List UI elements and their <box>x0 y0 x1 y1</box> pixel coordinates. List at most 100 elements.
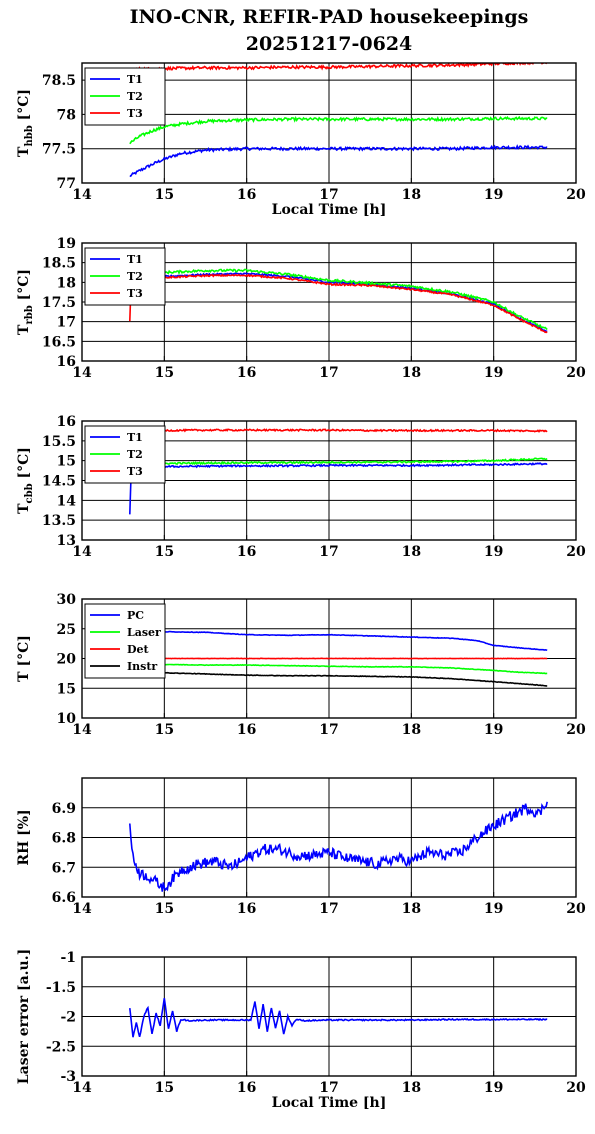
series-line-data <box>129 801 548 892</box>
y-tick-label: 14 <box>57 493 77 509</box>
y-tick-label: 6.8 <box>52 831 76 847</box>
series-line-t3 <box>130 428 548 433</box>
x-tick-label: 18 <box>402 187 421 203</box>
series-line-data <box>129 997 548 1038</box>
y-tick-label: 15.5 <box>42 434 76 450</box>
y-tick-label: 78.5 <box>42 73 76 89</box>
y-tick-label: -3 <box>60 1069 76 1085</box>
x-tick-label: 18 <box>402 722 421 738</box>
legend-label-t2: T2 <box>127 270 143 283</box>
series-line-t1 <box>131 272 548 333</box>
x-tick-label: 20 <box>566 722 586 738</box>
series-line-pc <box>131 630 548 651</box>
legend: T1 T2 T3 <box>84 247 166 306</box>
y-tick-label: 13.5 <box>42 513 76 529</box>
y-tick-label: 78 <box>57 107 76 123</box>
x-axis-label: Local Time [h] <box>272 1095 387 1111</box>
y-tick-label: 18.5 <box>42 256 76 272</box>
legend-label-t1: T1 <box>127 253 143 266</box>
y-tick-label: 15 <box>57 454 76 470</box>
legend-label-instr: Instr <box>127 660 157 673</box>
chart-panel-4: 14 15 16 17 18 19 20 10 15 20 25 30 T [°C] PC Laser Det… <box>16 592 586 738</box>
x-tick-label: 15 <box>155 901 174 917</box>
x-tick-label: 20 <box>566 544 586 560</box>
chart-panel-2: 14 15 16 17 18 19 20 16 16.5 17 17.5 18 18.5 19 Trbb [… <box>16 236 586 381</box>
x-tick-label: 18 <box>402 544 421 560</box>
x-tick-label: 15 <box>155 722 174 738</box>
x-tick-label: 20 <box>566 1080 586 1096</box>
legend-label-t1: T1 <box>127 431 143 444</box>
y-tick-label: 13 <box>57 533 76 549</box>
x-tick-label: 17 <box>319 544 338 560</box>
series-line-t2 <box>131 457 548 466</box>
y-axis-label: Thbb [°C] <box>16 89 35 157</box>
chart-panel-3: 14 15 16 17 18 19 20 13 13.5 14 14.5 15 15.5 16 Tcbb [… <box>16 414 586 560</box>
x-tick-label: 14 <box>72 1080 92 1096</box>
y-tick-label: 18 <box>57 275 76 291</box>
x-tick-label: 15 <box>155 544 174 560</box>
series-line-t3 <box>129 273 548 334</box>
legend-label-t1: T1 <box>127 73 143 86</box>
y-axis-label: Laser error [a.u.] <box>16 949 32 1084</box>
x-tick-label: 18 <box>402 1080 421 1096</box>
x-tick-label: 20 <box>566 187 586 203</box>
x-tick-label: 16 <box>237 365 256 381</box>
y-tick-label: 15 <box>57 681 76 697</box>
chart-title-line2: 20251217-0624 <box>246 33 413 55</box>
legend-label-t3: T3 <box>127 465 143 478</box>
legend: PC Laser Det Instr <box>84 603 166 679</box>
x-tick-label: 16 <box>237 722 256 738</box>
y-tick-label: 10 <box>57 711 77 727</box>
y-tick-label: -2 <box>60 1010 76 1026</box>
series-line-t2 <box>129 115 548 145</box>
y-axis-label: T [°C] <box>16 635 32 682</box>
x-tick-label: 17 <box>319 901 338 917</box>
x-tick-label: 20 <box>566 901 586 917</box>
y-tick-label: 20 <box>57 652 77 668</box>
legend: T1 T2 T3 <box>84 425 166 484</box>
x-tick-label: 14 <box>72 365 92 381</box>
y-tick-label: -2.5 <box>46 1039 76 1055</box>
x-tick-label: 19 <box>484 544 503 560</box>
x-tick-label: 14 <box>72 187 92 203</box>
x-tick-label: 20 <box>566 365 586 381</box>
legend-label-laser: Laser <box>127 626 161 639</box>
y-tick-label: 6.7 <box>52 860 76 876</box>
y-tick-label: 16.5 <box>42 334 76 350</box>
y-tick-label: 16 <box>57 354 76 370</box>
y-tick-label: -1 <box>60 950 76 966</box>
chart-panel-6: 14 15 16 17 18 19 20 -3 -2.5 -2 -1.5 -1 Local Time [… <box>16 949 586 1111</box>
x-tick-label: 14 <box>72 901 92 917</box>
y-tick-label: -1.5 <box>46 980 76 996</box>
legend-label-det: Det <box>127 643 150 656</box>
x-tick-label: 16 <box>237 1080 256 1096</box>
x-tick-label: 15 <box>155 187 174 203</box>
y-tick-label: 6.9 <box>52 801 76 817</box>
x-tick-label: 19 <box>484 722 503 738</box>
legend-label-t2: T2 <box>127 448 143 461</box>
x-tick-label: 15 <box>155 365 174 381</box>
x-tick-label: 14 <box>72 722 92 738</box>
y-tick-label: 17 <box>57 315 76 331</box>
series-line-instr <box>131 670 548 687</box>
y-tick-label: 19 <box>57 236 76 252</box>
y-tick-label: 25 <box>57 622 76 638</box>
y-tick-label: 16 <box>57 414 76 430</box>
chart-title-line1: INO-CNR, REFIR-PAD housekeepings <box>130 6 529 28</box>
y-tick-label: 77.5 <box>42 142 76 158</box>
y-tick-label: 6.6 <box>52 890 76 906</box>
legend: T1 T2 T3 <box>84 67 166 126</box>
chart-panel-1: 14 15 16 17 18 19 20 77 77.5 78 78.5 Local Time [h]… <box>16 62 586 218</box>
x-tick-label: 16 <box>237 187 256 203</box>
x-tick-label: 18 <box>402 901 421 917</box>
x-tick-label: 14 <box>72 544 92 560</box>
y-tick-label: 17.5 <box>42 295 76 311</box>
x-tick-label: 17 <box>319 365 338 381</box>
y-tick-label: 30 <box>57 592 77 608</box>
x-tick-label: 19 <box>484 901 503 917</box>
series-line-t1 <box>129 462 548 515</box>
y-tick-label: 14.5 <box>42 474 76 490</box>
x-tick-label: 18 <box>402 365 421 381</box>
y-axis-label: Tcbb [°C] <box>16 447 35 514</box>
